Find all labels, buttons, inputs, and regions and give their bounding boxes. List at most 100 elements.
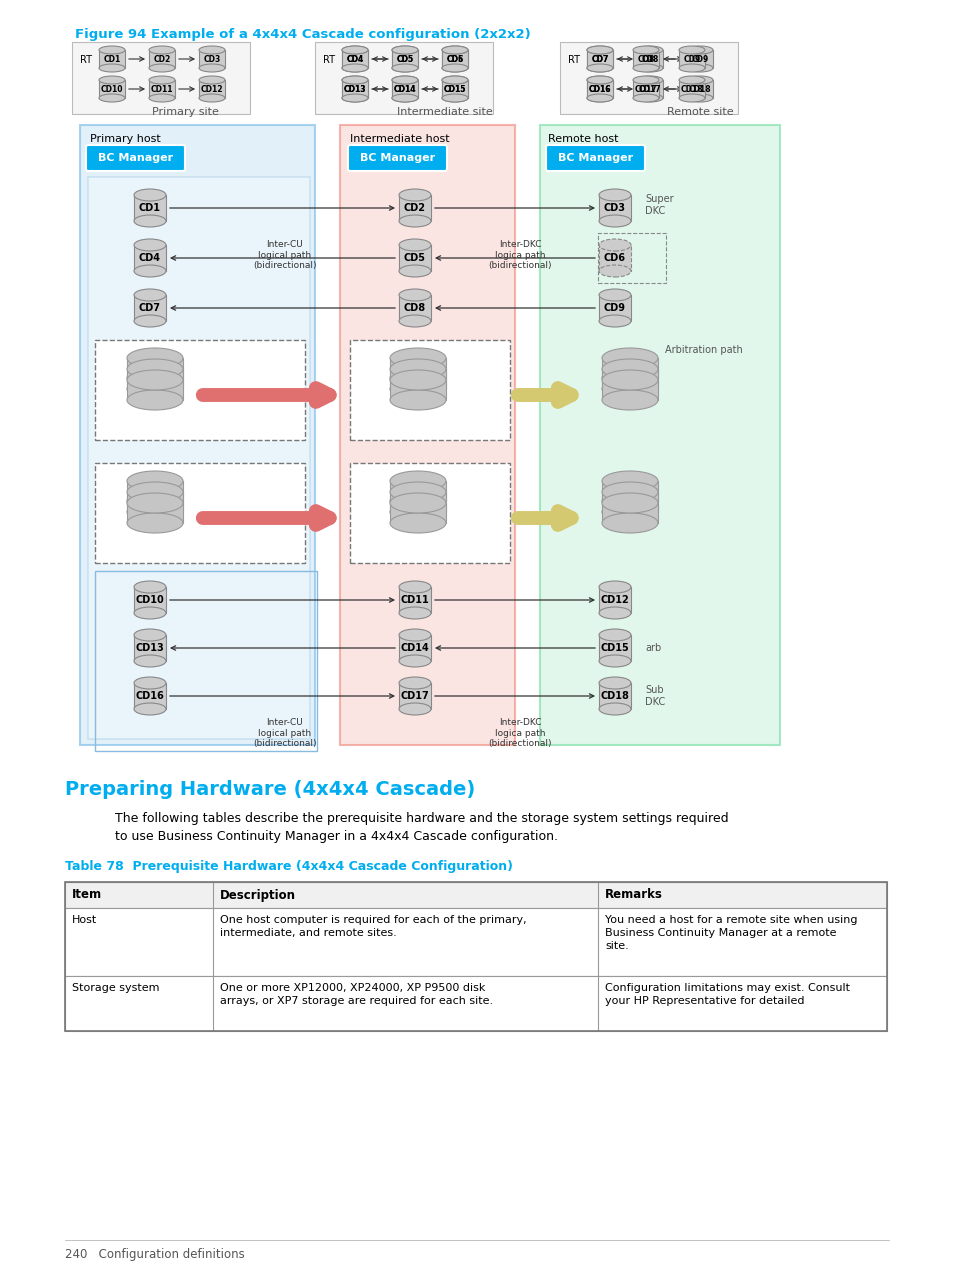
- Polygon shape: [133, 683, 166, 709]
- Ellipse shape: [392, 64, 417, 72]
- Ellipse shape: [341, 76, 368, 84]
- Polygon shape: [149, 80, 174, 98]
- Polygon shape: [441, 50, 468, 69]
- Ellipse shape: [99, 46, 125, 53]
- Text: CD9: CD9: [691, 55, 708, 64]
- Ellipse shape: [586, 64, 613, 72]
- Polygon shape: [601, 369, 658, 389]
- Bar: [88, 177, 310, 738]
- Text: CD13: CD13: [343, 84, 366, 94]
- Ellipse shape: [398, 655, 431, 667]
- Ellipse shape: [149, 94, 174, 102]
- Text: Description: Description: [220, 888, 295, 901]
- Ellipse shape: [441, 64, 468, 72]
- Ellipse shape: [392, 76, 417, 84]
- Polygon shape: [341, 80, 368, 98]
- Text: CD10: CD10: [135, 595, 164, 605]
- Text: CD17: CD17: [400, 691, 429, 702]
- Text: CD7: CD7: [139, 302, 161, 313]
- Polygon shape: [390, 369, 446, 389]
- Text: CD16: CD16: [135, 691, 164, 702]
- Text: CD7: CD7: [591, 55, 608, 64]
- Ellipse shape: [390, 472, 446, 491]
- Ellipse shape: [633, 64, 659, 72]
- Text: CD6: CD6: [446, 55, 463, 64]
- Ellipse shape: [390, 358, 446, 379]
- Text: Inter-DKC
logica path
(bidirectional): Inter-DKC logica path (bidirectional): [488, 240, 551, 269]
- Polygon shape: [686, 50, 712, 69]
- Text: CD14: CD14: [400, 643, 429, 653]
- Polygon shape: [637, 80, 662, 98]
- Polygon shape: [392, 50, 417, 69]
- Bar: [350, 341, 510, 440]
- Ellipse shape: [586, 94, 613, 102]
- Ellipse shape: [398, 189, 431, 201]
- Ellipse shape: [601, 482, 658, 502]
- Ellipse shape: [601, 491, 658, 511]
- Text: Host: Host: [71, 915, 97, 925]
- Text: CD3: CD3: [203, 55, 220, 64]
- Ellipse shape: [441, 46, 468, 53]
- Ellipse shape: [598, 289, 630, 301]
- Polygon shape: [598, 636, 630, 661]
- Polygon shape: [392, 50, 417, 69]
- Text: CD8: CD8: [640, 55, 658, 64]
- Text: CD2: CD2: [153, 55, 171, 64]
- Bar: [95, 463, 305, 563]
- Text: CD9: CD9: [682, 55, 700, 64]
- Ellipse shape: [686, 94, 712, 102]
- Ellipse shape: [598, 677, 630, 689]
- Polygon shape: [392, 80, 417, 98]
- Ellipse shape: [601, 513, 658, 533]
- Ellipse shape: [133, 264, 166, 277]
- Ellipse shape: [133, 677, 166, 689]
- Ellipse shape: [686, 64, 712, 72]
- Ellipse shape: [441, 94, 468, 102]
- Ellipse shape: [127, 472, 183, 491]
- Text: CD17: CD17: [634, 84, 657, 94]
- Polygon shape: [586, 50, 613, 69]
- Text: Intermediate site: Intermediate site: [396, 107, 493, 117]
- Bar: [65, 882, 886, 907]
- Ellipse shape: [133, 215, 166, 228]
- Polygon shape: [341, 50, 368, 69]
- Polygon shape: [341, 80, 368, 98]
- Bar: [65, 907, 886, 976]
- Ellipse shape: [341, 94, 368, 102]
- Ellipse shape: [601, 493, 658, 513]
- Ellipse shape: [133, 655, 166, 667]
- Ellipse shape: [133, 703, 166, 716]
- Text: Remote host: Remote host: [547, 133, 618, 144]
- Text: CD16: CD16: [588, 84, 611, 94]
- Ellipse shape: [633, 46, 659, 53]
- Ellipse shape: [341, 46, 368, 53]
- Text: CD2: CD2: [403, 203, 426, 214]
- Ellipse shape: [398, 677, 431, 689]
- Ellipse shape: [586, 46, 613, 53]
- Ellipse shape: [390, 502, 446, 522]
- Text: CD8: CD8: [403, 302, 426, 313]
- Text: Super
DKC: Super DKC: [644, 194, 673, 216]
- Ellipse shape: [398, 315, 431, 327]
- Text: CD16: CD16: [588, 84, 611, 94]
- Ellipse shape: [598, 215, 630, 228]
- Text: CD5: CD5: [403, 253, 426, 263]
- Ellipse shape: [398, 608, 431, 619]
- Text: Inter-DKC
logica path
(bidirectional): Inter-DKC logica path (bidirectional): [488, 718, 551, 747]
- Text: RT: RT: [323, 55, 335, 65]
- Ellipse shape: [679, 94, 704, 102]
- Bar: [539, 125, 780, 745]
- Polygon shape: [99, 50, 125, 69]
- Polygon shape: [679, 50, 704, 69]
- Ellipse shape: [133, 581, 166, 594]
- FancyBboxPatch shape: [86, 145, 185, 172]
- Bar: [95, 571, 316, 751]
- Text: CD18: CD18: [600, 691, 629, 702]
- Ellipse shape: [133, 315, 166, 327]
- Ellipse shape: [586, 76, 613, 84]
- Polygon shape: [679, 80, 704, 98]
- Ellipse shape: [586, 76, 613, 84]
- Ellipse shape: [598, 315, 630, 327]
- Ellipse shape: [441, 46, 468, 53]
- Text: CD18: CD18: [688, 84, 711, 94]
